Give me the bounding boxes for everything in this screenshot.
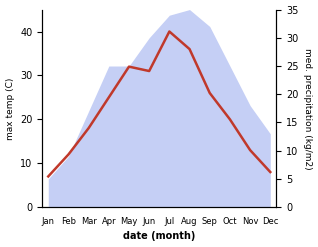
Y-axis label: med. precipitation (kg/m2): med. precipitation (kg/m2)	[303, 48, 313, 169]
X-axis label: date (month): date (month)	[123, 231, 196, 242]
Y-axis label: max temp (C): max temp (C)	[5, 77, 15, 140]
